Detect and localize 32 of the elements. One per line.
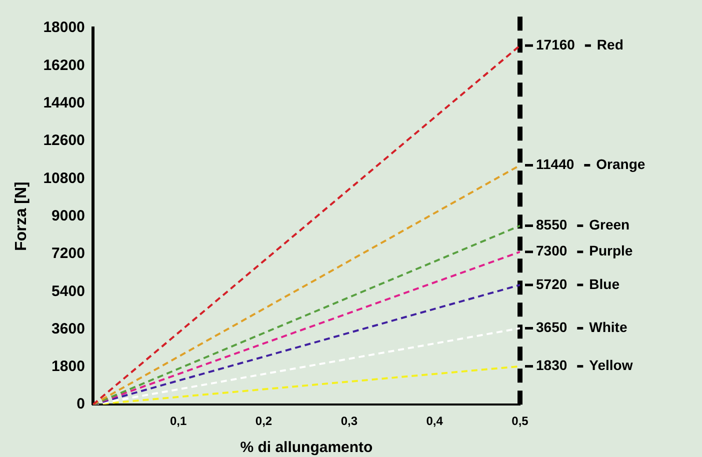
y-tick-label: 14400 <box>43 94 85 112</box>
text: Blue <box>589 276 620 292</box>
y-tick-label: 18000 <box>43 19 85 36</box>
y-tick-label: 0 <box>76 396 85 413</box>
y-tick-label: 5400 <box>52 282 85 300</box>
text: Purple <box>589 242 633 259</box>
y-tick-label: 7200 <box>52 245 85 262</box>
data-label: 3650 <box>536 319 568 336</box>
x-tick-label: 0,4 <box>426 414 444 428</box>
y-axis-title: Forza [N] <box>13 182 30 251</box>
text: Green <box>589 216 630 233</box>
x-tick-label: 0,1 <box>170 414 187 428</box>
text: Red <box>596 36 624 52</box>
data-label: 5720 <box>536 276 568 292</box>
text: White <box>589 319 628 336</box>
data-label: 11440 <box>536 156 574 172</box>
y-tick-label: 10800 <box>43 170 85 187</box>
data-label: 1830 <box>536 357 568 374</box>
data-label: 17160 <box>536 36 576 52</box>
text: Orange <box>596 156 646 172</box>
data-label: 8550 <box>536 216 568 233</box>
y-tick-label: 1800 <box>52 358 85 376</box>
x-tick-label: 0,3 <box>340 414 358 428</box>
y-tick-label: 16200 <box>43 56 85 74</box>
y-tick-label: 3600 <box>52 320 85 338</box>
data-label: 7300 <box>536 242 568 259</box>
x-tick-label: 0,5 <box>512 414 529 428</box>
x-tick-label: 0,2 <box>255 414 272 428</box>
y-tick-label: 12600 <box>43 132 85 150</box>
y-tick-label: 9000 <box>52 207 85 224</box>
x-axis-title: % di allungamento <box>240 439 373 456</box>
text: Yellow <box>589 357 633 374</box>
